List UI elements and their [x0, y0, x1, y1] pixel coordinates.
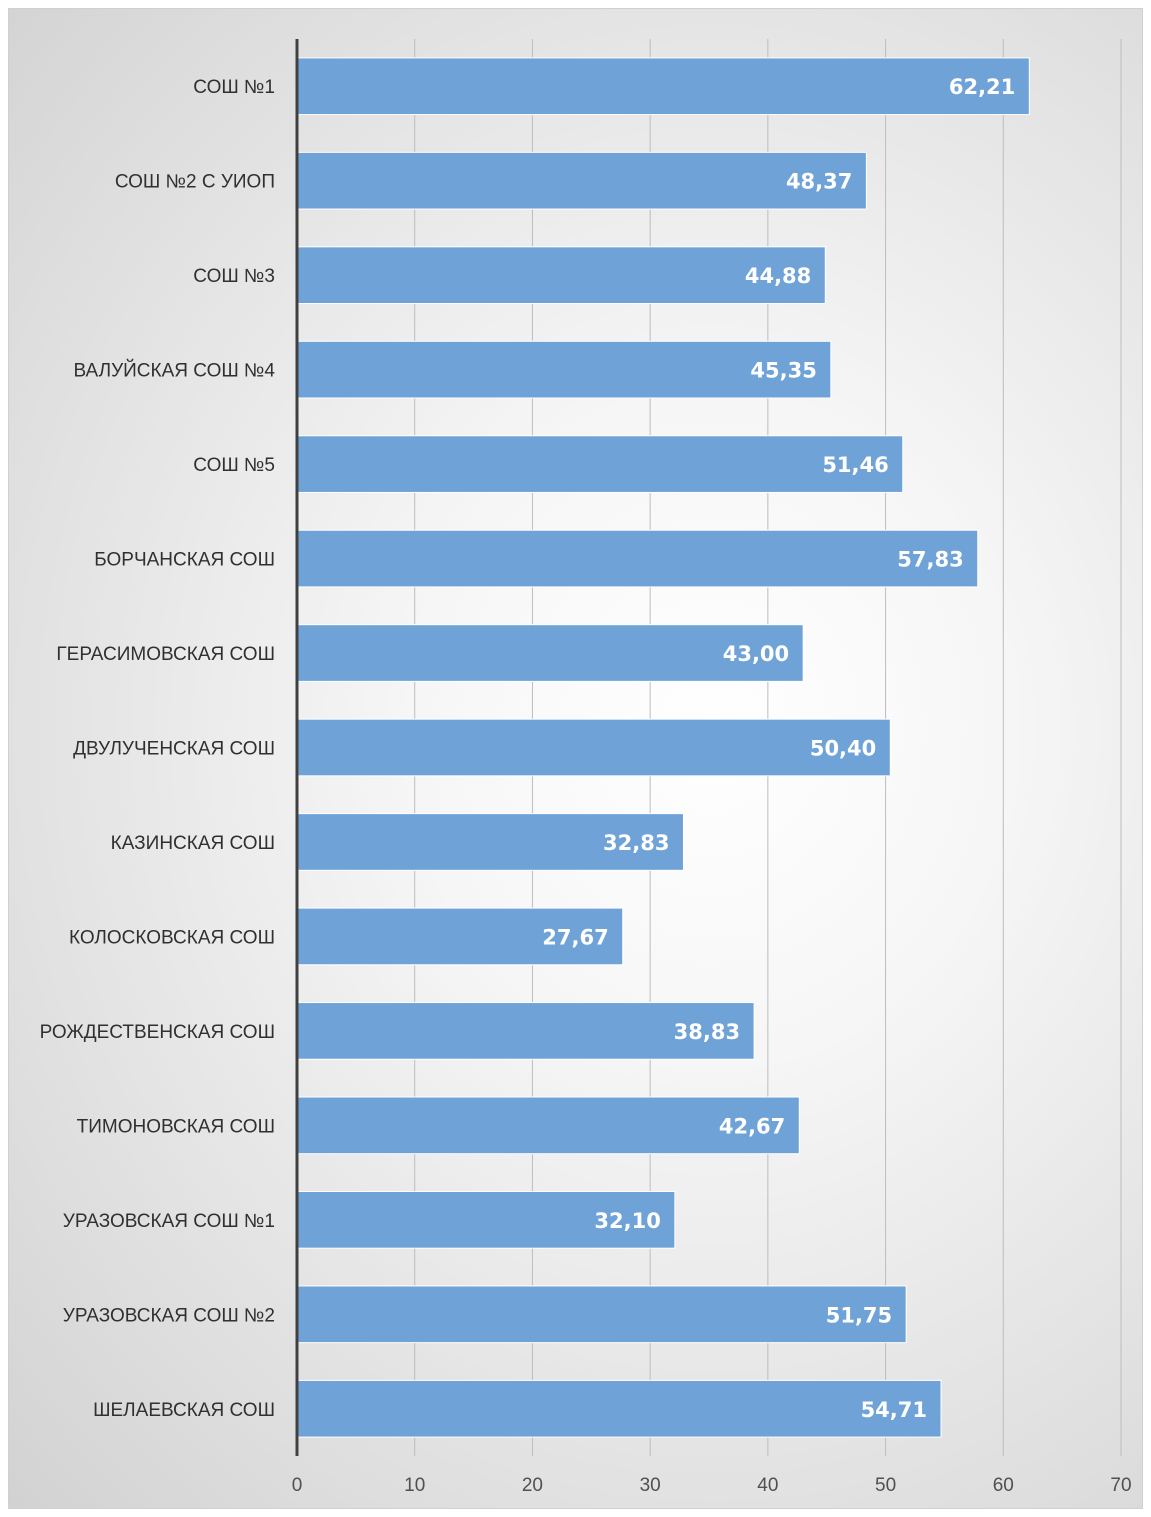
bar [296, 1285, 907, 1344]
category-label: СОШ №3 [193, 266, 275, 287]
x-tick-label: 10 [404, 1475, 425, 1496]
bar [296, 57, 1030, 116]
chart-frame: 62,21 48,37 44,88 45,35 51,46 57,83 43,00 50,40… [8, 8, 1143, 1509]
bar [296, 340, 832, 399]
bar [296, 1096, 800, 1155]
bar [296, 1190, 676, 1249]
category-label: ДВУЛУЧЕНСКАЯ СОШ [73, 739, 275, 760]
category-label: ГЕРАСИМОВСКАЯ СОШ [56, 644, 275, 665]
category-label: СОШ №1 [193, 77, 275, 98]
data-label: 42,67 [719, 1114, 785, 1138]
category-label: УРАЗОВСКАЯ СОШ №1 [63, 1211, 275, 1232]
bar [296, 151, 867, 210]
category-label: ТИМОНОВСКАЯ СОШ [77, 1116, 275, 1137]
bar [296, 718, 891, 777]
data-label: 51,46 [822, 453, 888, 477]
data-labels: 62,21 48,37 44,88 45,35 51,46 57,83 43,00 50,40… [542, 75, 1015, 1422]
data-label: 32,83 [603, 831, 669, 855]
x-tick-labels: 0 10 20 30 40 50 60 70 [292, 1475, 1132, 1496]
x-tick-label: 60 [993, 1475, 1014, 1496]
bar [296, 435, 904, 493]
category-label: ВАЛУЙСКАЯ СОШ №4 [73, 360, 275, 382]
data-label: 54,71 [861, 1398, 927, 1422]
x-tick-label: 0 [292, 1475, 303, 1496]
category-label: БОРЧАНСКАЯ СОШ [94, 550, 275, 571]
category-label: СОШ №5 [193, 455, 275, 476]
data-label: 62,21 [949, 75, 1015, 99]
x-tick-label: 40 [757, 1475, 778, 1496]
category-label: УРАЗОВСКАЯ СОШ №2 [63, 1305, 275, 1326]
category-labels: СОШ №1 СОШ №2 С УИОП СОШ №3 ВАЛУЙСКАЯ СОШ №… [40, 77, 276, 1421]
data-label: 38,83 [674, 1020, 740, 1044]
bar [296, 1002, 755, 1060]
category-label: СОШ №2 С УИОП [115, 172, 275, 193]
data-label: 45,35 [750, 359, 816, 383]
x-tick-label: 20 [522, 1475, 543, 1496]
category-label: РОЖДЕСТВЕНСКАЯ СОШ [40, 1022, 275, 1043]
data-label: 44,88 [745, 264, 811, 288]
bar [296, 624, 804, 682]
x-tick-label: 30 [640, 1475, 661, 1496]
x-tick-label: 50 [875, 1475, 896, 1496]
data-label: 50,40 [810, 737, 876, 761]
data-label: 57,83 [897, 548, 963, 572]
data-label: 48,37 [786, 170, 852, 194]
bars [296, 57, 1030, 1438]
bar [296, 907, 624, 966]
category-label: КАЗИНСКАЯ СОШ [111, 833, 275, 854]
bar [296, 1379, 942, 1438]
bar [296, 813, 684, 871]
data-label: 43,00 [723, 642, 789, 666]
data-label: 27,67 [542, 925, 608, 949]
bar [296, 529, 979, 588]
bar-chart: 62,21 48,37 44,88 45,35 51,46 57,83 43,00 50,40… [40, 39, 1132, 1496]
category-label: ШЕЛАЕВСКАЯ СОШ [93, 1400, 275, 1421]
x-tick-label: 70 [1110, 1475, 1131, 1496]
data-label: 32,10 [594, 1209, 660, 1233]
data-label: 51,75 [826, 1303, 892, 1327]
category-label: КОЛОСКОВСКАЯ СОШ [69, 927, 275, 948]
